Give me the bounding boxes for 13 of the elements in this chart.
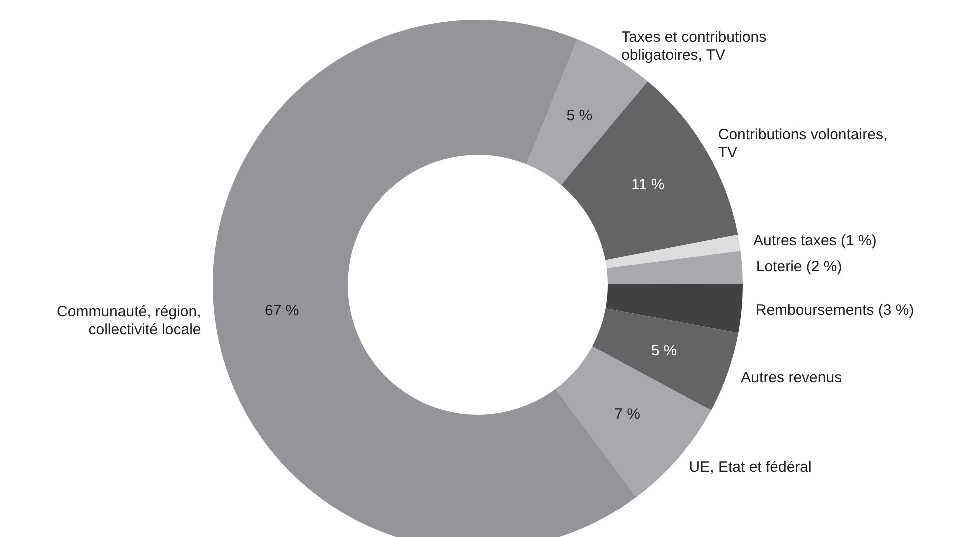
- data-label: 67 %: [265, 302, 300, 320]
- slice-label: UE, Etat et fédéral: [689, 459, 812, 476]
- slice-label: Autres revenus: [741, 370, 842, 387]
- slice-label: Loterie (2 %): [756, 258, 842, 276]
- slice-label: Remboursements (3 %): [756, 302, 914, 319]
- data-label: 7 %: [614, 406, 640, 423]
- data-label: 11 %: [632, 176, 665, 194]
- slice-label: Autres taxes (1 %): [753, 232, 877, 250]
- slice-label: Contributions volontaires, TV: [718, 126, 888, 162]
- data-label: 5 %: [566, 108, 593, 125]
- slice-label: Communauté, région, collectivité locale: [57, 304, 202, 339]
- data-label: 5 %: [651, 342, 678, 360]
- slice-label: Taxes et contributions obligatoires, TV: [622, 28, 767, 64]
